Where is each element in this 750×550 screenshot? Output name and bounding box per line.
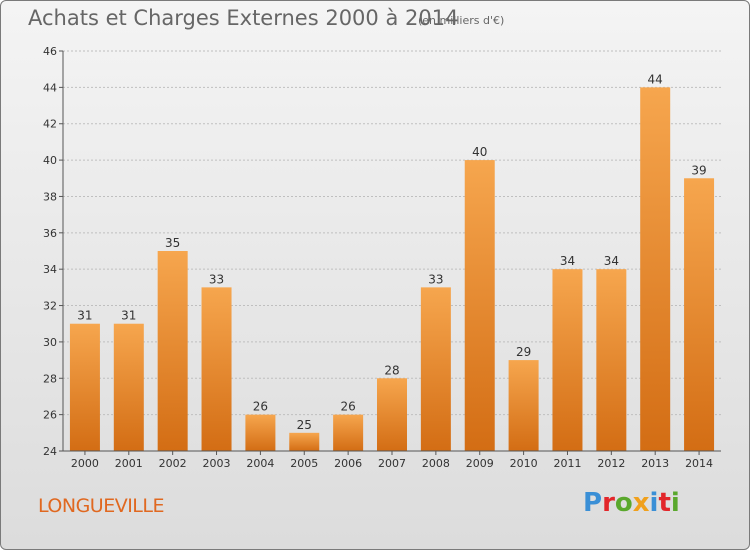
x-tick-label: 2000 <box>71 457 99 470</box>
x-tick-label: 2002 <box>159 457 187 470</box>
x-tick-label: 2005 <box>290 457 318 470</box>
bar-2004 <box>245 414 276 451</box>
value-label: 40 <box>472 145 487 159</box>
bar-2014 <box>684 178 715 452</box>
axes <box>59 50 721 455</box>
value-label: 28 <box>384 363 399 377</box>
value-label: 44 <box>648 72 663 86</box>
logo-letter: i <box>670 488 680 518</box>
bar-2001 <box>113 323 144 451</box>
y-tick-label: 28 <box>43 372 57 385</box>
value-label: 31 <box>121 309 136 323</box>
bar-2011 <box>552 269 583 451</box>
logo-letter: x <box>632 488 650 518</box>
y-tick-label: 30 <box>43 336 57 349</box>
x-tick-label: 2009 <box>466 457 494 470</box>
logo-letter: r <box>602 488 615 518</box>
proxiti-logo: Proxiti <box>583 488 680 518</box>
logo-letter: t <box>658 488 671 518</box>
bar-2000 <box>69 323 100 451</box>
value-label: 35 <box>165 236 180 250</box>
logo-letter: i <box>649 488 659 518</box>
y-tick-label: 36 <box>43 227 57 240</box>
bar-2008 <box>420 287 451 451</box>
y-tick-label: 44 <box>43 81 57 94</box>
bar-2007 <box>377 378 407 451</box>
value-label: 33 <box>209 272 224 286</box>
x-tick-label: 2014 <box>685 457 713 470</box>
x-tick-label: 2011 <box>553 457 581 470</box>
bar-2006 <box>333 414 364 451</box>
bars <box>69 87 715 452</box>
x-tick-label: 2004 <box>246 457 274 470</box>
value-label: 25 <box>297 418 312 432</box>
bar-2005 <box>289 432 320 451</box>
bar-2002 <box>157 251 188 451</box>
value-label: 33 <box>428 272 443 286</box>
y-tick-label: 24 <box>43 445 57 458</box>
y-tick-label: 26 <box>43 409 57 422</box>
value-label: 39 <box>691 163 706 177</box>
bar-2009 <box>464 160 495 451</box>
x-tick-label: 2012 <box>597 457 625 470</box>
y-tick-label: 38 <box>43 190 57 203</box>
bar-2012 <box>596 269 627 451</box>
chart-subtitle: (en milliers d'€) <box>418 14 505 27</box>
x-tick-label: 2006 <box>334 457 362 470</box>
x-tick-label: 2007 <box>378 457 406 470</box>
labels: 24 26 28 30 32 34 36 38 40 42 44 46 31 2000 31 2001 35 20… <box>43 45 713 470</box>
y-tick-label: 40 <box>43 154 57 167</box>
y-tick-label: 42 <box>43 118 57 131</box>
value-label: 29 <box>516 345 531 359</box>
x-tick-label: 2003 <box>203 457 231 470</box>
value-label: 26 <box>253 400 268 414</box>
y-tick-label: 34 <box>43 263 57 276</box>
chart-title: Achats et Charges Externes 2000 à 2014 <box>28 6 459 30</box>
value-label: 34 <box>560 254 575 268</box>
logo-letter: P <box>583 488 603 518</box>
y-tick-label: 46 <box>43 45 57 58</box>
x-tick-label: 2008 <box>422 457 450 470</box>
bar-2010 <box>508 360 539 451</box>
logo-letter: o <box>614 488 633 518</box>
bar-2003 <box>201 287 232 451</box>
town-name: LONGUEVILLE <box>38 495 165 517</box>
x-tick-label: 2010 <box>510 457 538 470</box>
bar-2013 <box>640 87 671 451</box>
y-tick-label: 32 <box>43 300 57 313</box>
value-label: 26 <box>340 400 355 414</box>
x-tick-label: 2013 <box>641 457 669 470</box>
value-label: 31 <box>77 309 92 323</box>
value-label: 34 <box>604 254 619 268</box>
x-tick-label: 2001 <box>115 457 143 470</box>
